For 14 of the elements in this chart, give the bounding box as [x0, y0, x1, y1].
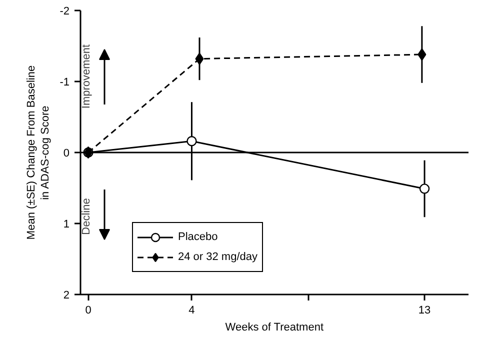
- y-tick-label: 2: [63, 290, 70, 302]
- x-tick-label: 0: [85, 304, 92, 316]
- annotation: Improvement: [80, 44, 92, 109]
- y-tick-label: 0: [63, 148, 70, 160]
- y-tick-label: 1: [63, 218, 70, 230]
- y-tick-label: -2: [60, 6, 70, 18]
- x-tick-label: 4: [188, 304, 195, 316]
- y-axis-title: Mean (±SE) Change From Baseline in ADAS-cog Score: [25, 65, 52, 240]
- annotation: Decline: [80, 198, 92, 235]
- legend-label: Placebo: [178, 231, 218, 243]
- legend-label: 24 or 32 mg/day: [178, 251, 258, 263]
- x-tick-label: 13: [418, 304, 431, 316]
- x-axis-title: Weeks of Treatment: [225, 322, 324, 334]
- y-tick-label: -1: [60, 76, 70, 88]
